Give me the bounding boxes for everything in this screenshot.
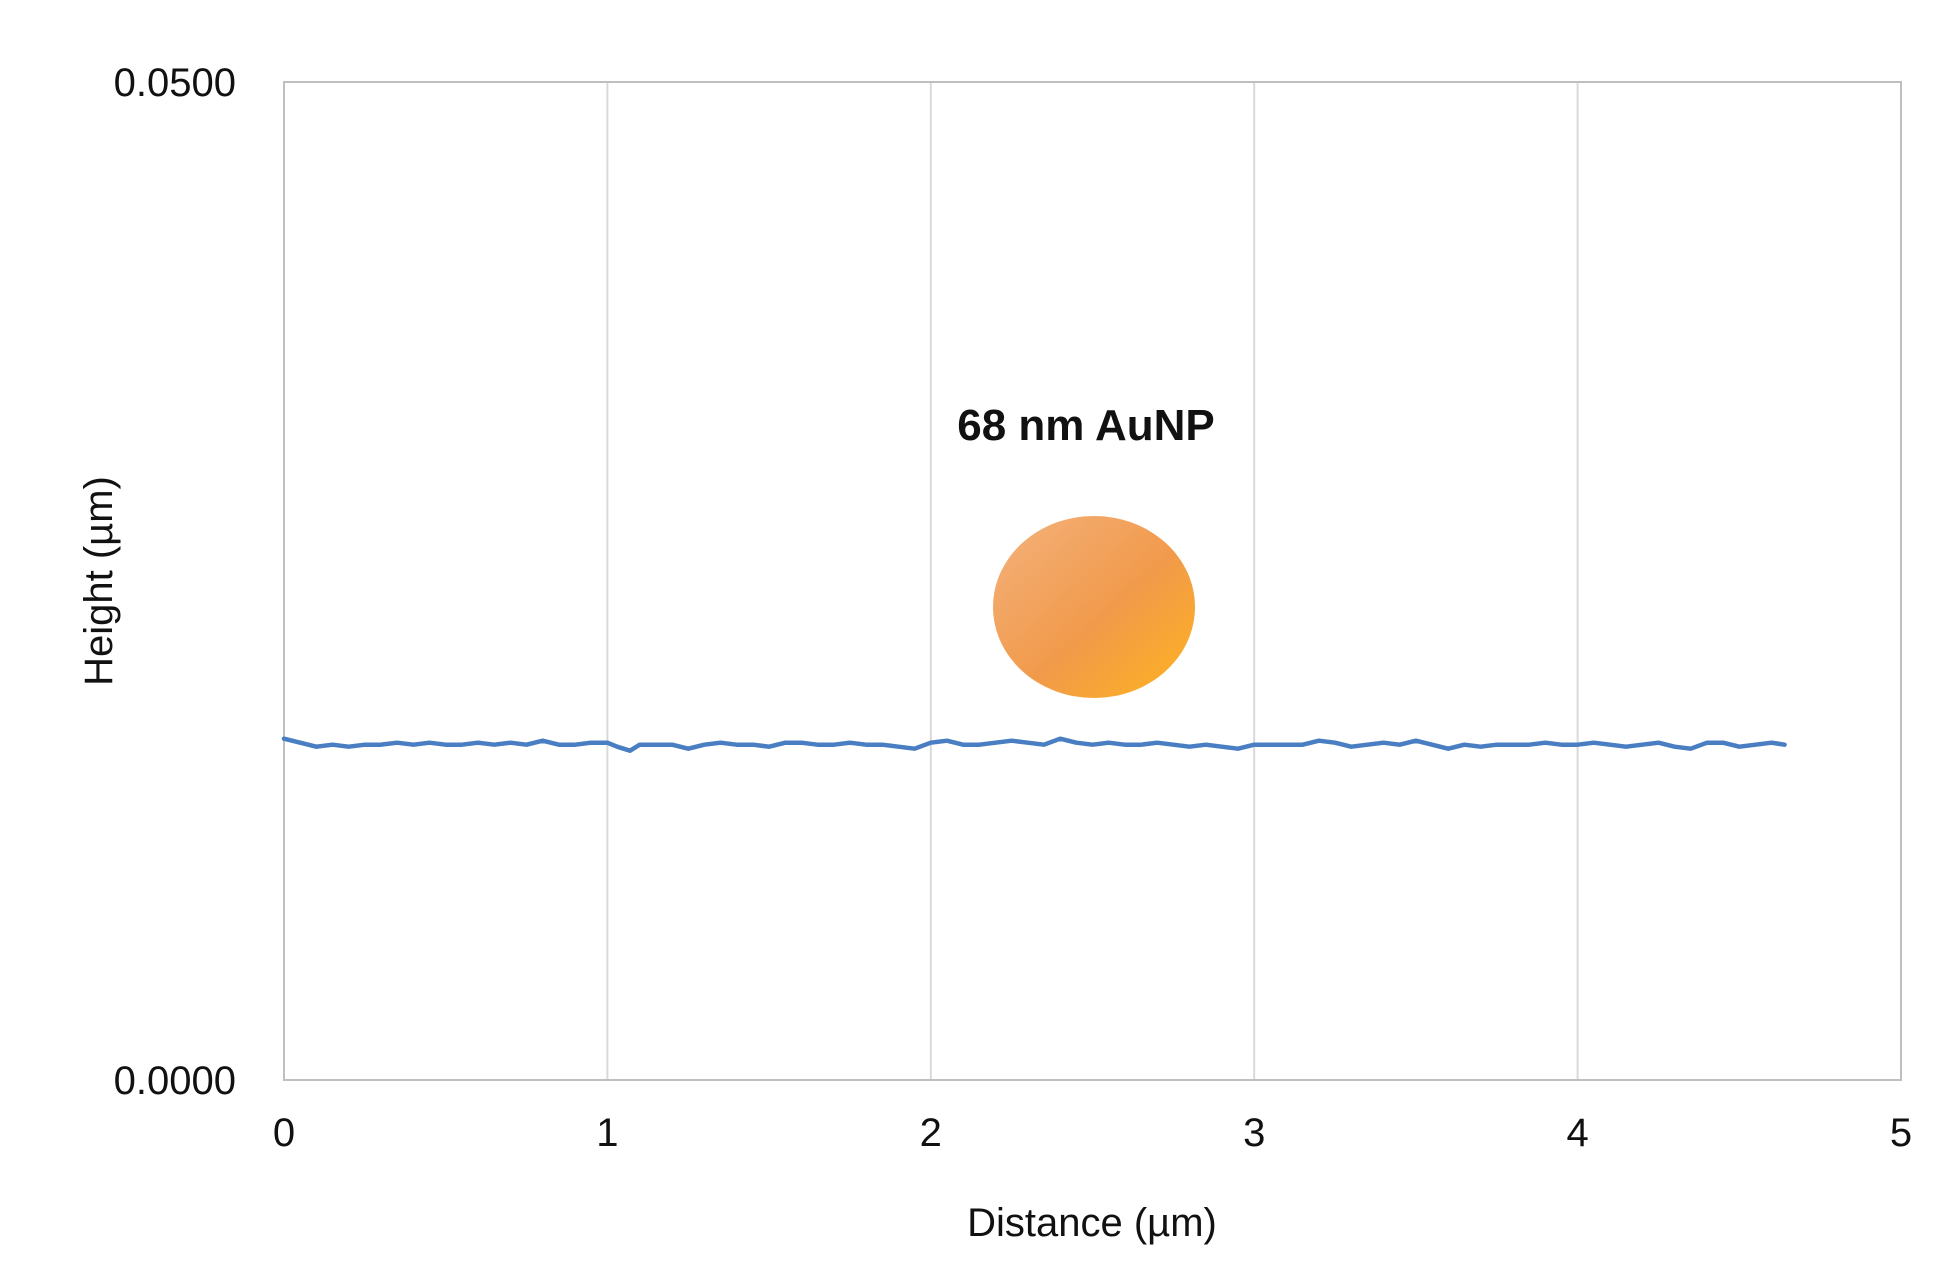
height-profile-line — [281, 736, 1787, 753]
aunp-annotation: 68 nm AuNP — [957, 401, 1215, 450]
x-tick-label-3: 3 — [1243, 1111, 1265, 1155]
plot-area-border — [283, 81, 1902, 1081]
vertical-gridlines — [606, 82, 1579, 1080]
x-axis-tick-labels: 0 1 2 3 4 5 — [273, 1111, 1912, 1155]
y-tick-label-0.0000: 0.0000 — [114, 1059, 236, 1103]
x-tick-label-2: 2 — [920, 1111, 942, 1155]
gold-nanoparticle-icon — [993, 516, 1195, 698]
y-axis-label: Height (µm) — [77, 476, 121, 686]
x-axis-label: Distance (µm) — [967, 1201, 1217, 1245]
x-tick-label-1: 1 — [596, 1111, 618, 1155]
x-tick-label-0: 0 — [273, 1111, 295, 1155]
x-tick-label-5: 5 — [1890, 1111, 1912, 1155]
y-tick-label-0.0500: 0.0500 — [114, 61, 236, 105]
x-tick-label-4: 4 — [1566, 1111, 1588, 1155]
y-axis-tick-labels: 0.0000 0.0500 — [114, 61, 236, 1103]
